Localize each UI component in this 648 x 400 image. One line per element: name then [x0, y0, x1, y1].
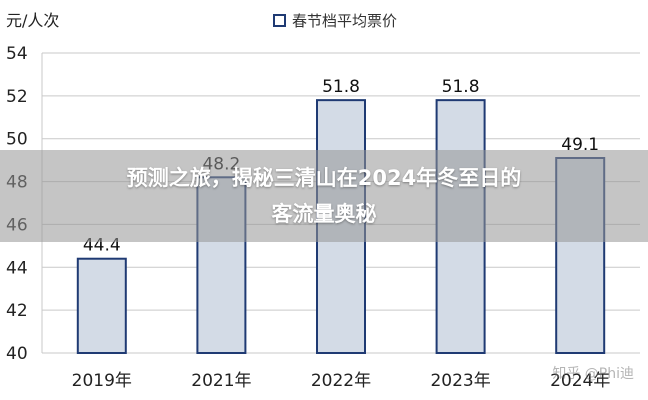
y-axis-label: 元/人次 [6, 11, 59, 30]
data-label: 51.8 [322, 77, 360, 97]
y-tick-label: 44 [6, 258, 28, 278]
legend-label: 春节档平均票价 [292, 12, 397, 30]
headline: 预测之旅，揭秘三清山在2024年冬至日的 客流量奥秘 [0, 160, 648, 232]
headline-line-2: 客流量奥秘 [271, 202, 377, 226]
x-tick-label: 2022年 [311, 371, 371, 391]
y-tick-label: 50 [6, 130, 28, 150]
x-tick-label: 2023年 [430, 371, 490, 391]
y-tick-label: 54 [6, 44, 28, 64]
bar [76, 257, 127, 355]
x-tick-label: 2021年 [191, 371, 251, 391]
x-tick-label: 2024年 [550, 371, 610, 391]
x-tick-label: 2019年 [72, 371, 132, 391]
watermark: 知乎 @Phi迪 [552, 366, 634, 382]
y-tick-label: 42 [6, 301, 28, 321]
y-tick-label: 52 [6, 87, 28, 107]
legend: 春节档平均票价 [273, 12, 397, 30]
headline-line-1: 预测之旅，揭秘三清山在2024年冬至日的 [126, 166, 522, 190]
legend-swatch [273, 14, 286, 27]
data-label: 51.8 [442, 77, 480, 97]
headline-banner [0, 150, 648, 242]
y-tick-label: 40 [6, 344, 28, 364]
